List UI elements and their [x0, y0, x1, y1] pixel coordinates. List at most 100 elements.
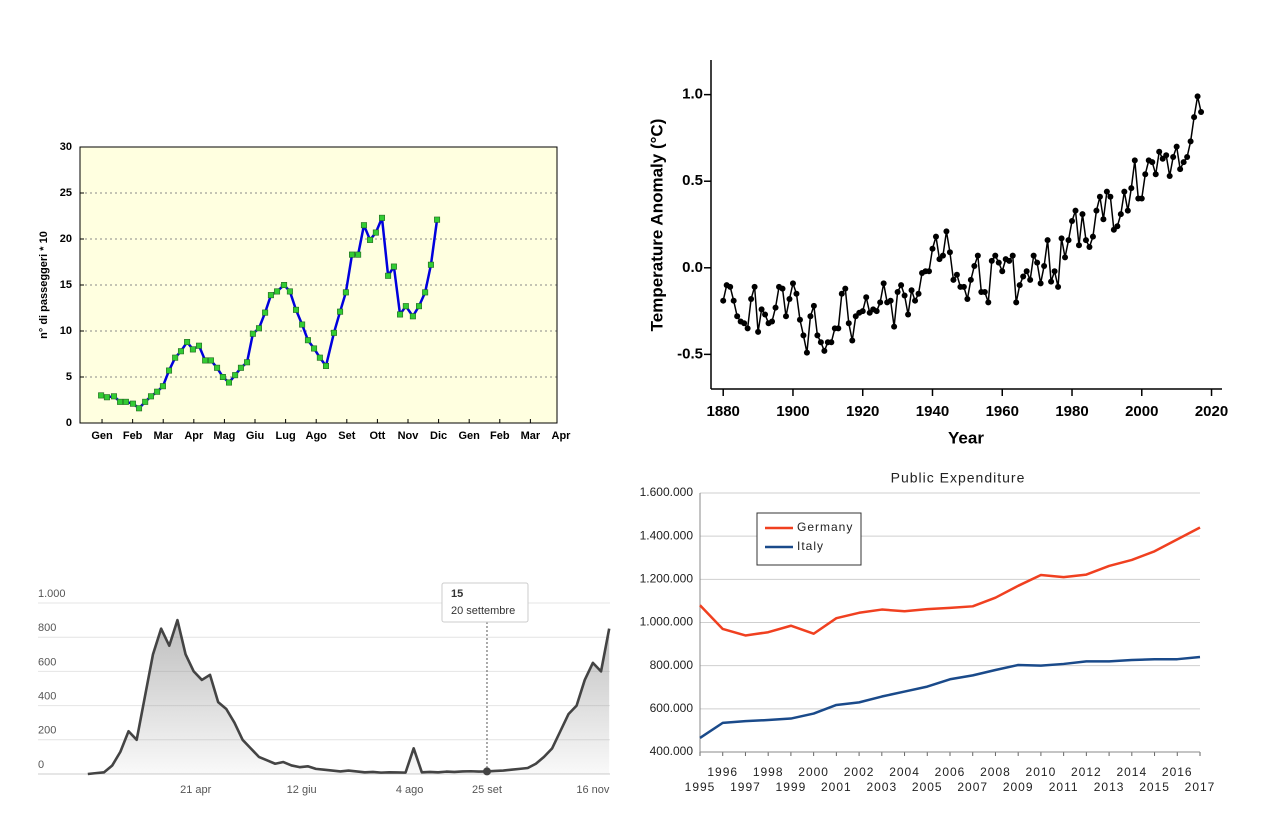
data-point: [782, 313, 789, 320]
data-point: [1114, 223, 1121, 230]
data-point: [932, 233, 939, 240]
plot-frame: [79, 146, 558, 424]
data-point: [154, 388, 161, 395]
y-tick-label: 25: [60, 187, 72, 199]
data-point: [912, 297, 919, 304]
x-tick-label: 2004: [889, 765, 920, 779]
data-point: [1149, 159, 1156, 166]
data-point: [409, 313, 416, 320]
y-tick-label: 1.000.000: [640, 615, 694, 629]
y-tick-label: 0.5: [682, 172, 703, 189]
data-point: [402, 303, 409, 310]
tooltip-date: 20 settembre: [451, 605, 515, 617]
data-point: [337, 308, 344, 315]
x-tick-label: 16 nov: [576, 784, 610, 796]
x-tick-label: 1960: [986, 403, 1019, 420]
x-tick-label: 2011: [1049, 780, 1079, 794]
data-point: [293, 306, 300, 313]
data-point: [390, 263, 397, 270]
data-point: [838, 290, 845, 297]
data-point: [929, 245, 936, 252]
data-point: [786, 295, 793, 302]
data-point: [1170, 153, 1177, 160]
x-tick-label: Mag: [213, 430, 235, 442]
data-point: [172, 354, 179, 361]
data-point: [226, 379, 233, 386]
data-point: [422, 289, 429, 296]
data-point: [1016, 282, 1023, 289]
x-tick-label: 2020: [1195, 403, 1228, 420]
data-point: [416, 303, 423, 310]
legend-box: [756, 512, 862, 566]
data-point: [887, 297, 894, 304]
data-point: [751, 283, 758, 290]
data-point: [1128, 185, 1135, 192]
data-point: [779, 285, 786, 292]
data-point: [1138, 195, 1145, 202]
plot-background: [80, 147, 557, 423]
x-tick-label: 2006: [935, 765, 966, 779]
data-point: [950, 276, 957, 283]
data-point: [1020, 273, 1027, 280]
data-point: [992, 252, 999, 259]
legend-label: Germany: [797, 520, 853, 534]
x-tick-label: 2007: [957, 780, 988, 794]
data-point: [1187, 138, 1194, 145]
x-tick-label: 2000: [1125, 403, 1158, 420]
data-point: [385, 272, 392, 279]
data-point: [762, 311, 769, 318]
data-point: [741, 320, 748, 327]
data-point: [330, 329, 337, 336]
data-point: [849, 337, 856, 344]
data-point: [988, 257, 995, 264]
data-point: [136, 405, 143, 412]
data-point: [255, 325, 262, 332]
data-point: [744, 325, 751, 332]
data-point: [1044, 237, 1051, 244]
chart-panel: 0 5 10 15 20 25 30 Gen Feb Mar Apr Mag Giu Lug Ago Set O…: [38, 141, 571, 442]
x-tick-label: Apr: [552, 430, 572, 442]
data-point: [905, 311, 912, 318]
data-point: [908, 287, 915, 294]
x-tick-label: Gen: [458, 430, 480, 442]
data-point: [1079, 211, 1086, 218]
data-point: [299, 321, 306, 328]
data-point: [122, 398, 129, 405]
x-tick-label: 1980: [1055, 403, 1088, 420]
x-tick-label: Giu: [246, 430, 264, 442]
data-point: [859, 308, 866, 315]
x-tick-label: 1880: [707, 403, 740, 420]
data-point: [880, 280, 887, 287]
chart-panel: 400.000 600.000 800.000 1.000.000 1.200.000 1…: [640, 470, 1216, 794]
data-point: [202, 357, 209, 364]
data-point: [1156, 148, 1163, 155]
data-point: [1023, 268, 1030, 275]
data-point: [1103, 188, 1110, 195]
data-point: [939, 252, 946, 259]
x-tick-label: 2017: [1185, 780, 1216, 794]
data-line: [87, 618, 611, 776]
y-tick-label: 1.200.000: [640, 572, 694, 586]
y-tick-label: 600.000: [650, 701, 694, 715]
y-tick-label: -0.5: [677, 345, 703, 362]
data-point: [734, 313, 741, 320]
data-point: [817, 339, 824, 346]
data-point: [1198, 108, 1205, 115]
data-point: [1069, 218, 1076, 225]
data-point: [98, 392, 105, 399]
data-point: [311, 345, 318, 352]
y-tick-label: 800.000: [650, 658, 694, 672]
data-point: [964, 295, 971, 302]
data-point: [877, 299, 884, 306]
data-point: [915, 290, 922, 297]
y-axis-label: Temperature Anomaly (°C): [647, 119, 666, 332]
data-point: [189, 346, 196, 353]
x-tick-label: 1920: [846, 403, 879, 420]
data-point: [1051, 268, 1058, 275]
data-point: [262, 309, 269, 316]
data-point: [995, 259, 1002, 266]
data-point: [835, 325, 842, 332]
data-point: [397, 311, 404, 318]
y-tick-label: 400: [38, 691, 56, 703]
data-point: [863, 294, 870, 301]
